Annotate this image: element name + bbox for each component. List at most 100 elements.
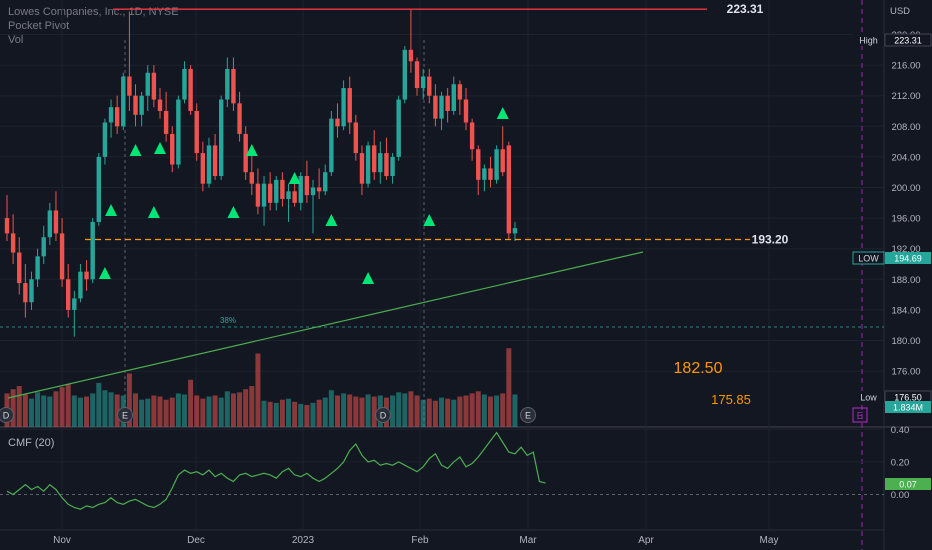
candle-body [280,179,285,199]
trendline [7,251,644,399]
candle-body [200,153,206,184]
event-badge [520,407,536,423]
volume-label: Vol [8,34,24,46]
candle-body [494,149,499,180]
volume-bar [292,401,298,427]
volume-bar [126,373,132,427]
pocket-pivot-triangle [105,204,118,216]
candle-body [433,95,438,119]
volume-bar [90,393,96,427]
pocket-pivot-triangle [362,272,375,284]
candle-body [353,122,359,154]
volume-bar [181,394,187,427]
level-price-label: 193.20 [752,233,789,247]
candle-body [316,187,322,192]
candle-body [439,95,444,119]
candle-body [274,179,279,203]
candle-body [182,68,187,100]
candle-body [219,99,224,177]
time-tick-label: Dec [187,535,205,546]
candle-body [451,84,456,111]
candle-body [188,68,193,111]
volume-bar [218,397,224,427]
candle-body [310,187,316,196]
volume-bar [328,390,334,427]
volume-bar [22,394,28,427]
candle-body [231,68,236,104]
cmf-axis-ticks: 0.40 0.20 0.00 [0,425,909,501]
volume-bar [96,382,102,427]
level-label: 182.50 [674,360,723,377]
volume-bar [310,402,316,427]
volume-bar [512,394,518,427]
price-badge-value: 194.69 [894,254,922,264]
candle-body [323,172,328,192]
event-badge-label: D [3,411,10,421]
volume-bar [65,383,71,427]
pocket-pivot-triangle [496,107,509,119]
candles [4,9,518,337]
event-badge [0,407,14,423]
event-badge [117,407,133,423]
price-badge-tag-bg [852,251,885,265]
candle-body [41,237,46,257]
candle-body [286,191,291,199]
volume-bar [237,392,243,427]
candle-body [365,145,371,184]
time-tick-label: Mar [519,535,537,546]
candle-body [463,99,469,123]
volume-bar [261,400,267,427]
candle-body [506,145,512,234]
pocket-pivot-triangle [423,214,436,226]
volume-bar [35,392,41,427]
volume-bar [200,398,206,427]
candle-body [206,145,212,184]
price-tick-label: 192.00 [891,244,920,255]
volume-bar [481,394,487,427]
volume-bar [347,394,353,427]
candle-body [151,72,157,100]
volume-bar [41,395,47,427]
volume-bar [316,399,322,427]
price-badge-bg [885,252,931,264]
event-badge-label: E [122,411,128,421]
volume-bar [396,392,402,427]
volume-bar [206,396,212,427]
volume-bar [71,395,77,427]
volume-bar [255,353,261,427]
candle-body [212,145,218,177]
candle-body [121,76,126,127]
candle-body [163,111,169,134]
volume-bar [10,389,16,427]
candle-body [29,279,34,303]
volume-bar [341,393,347,427]
candle-body [335,118,340,127]
pocket-pivot-triangle [227,206,240,218]
pocket-pivot-triangle [325,214,338,226]
candle-body [194,111,199,154]
price-tick-label: 188.00 [891,275,920,286]
price-tick-label: 200.00 [891,183,920,194]
price-badge-value: 176.50 [894,393,922,403]
volume-bars [4,348,518,427]
volume-bar [77,397,83,427]
volume-bar [334,395,340,427]
volume-bar [194,395,200,427]
candle-body [4,218,10,234]
candle-body [427,76,432,96]
volume-bar [322,397,328,427]
candle-body [384,153,389,177]
volume-bar [273,402,279,427]
time-tick-label: May [760,535,779,546]
volume-bar [445,398,451,427]
cmf-title: CMF (20) [8,437,54,449]
volume-bar [145,398,151,427]
volume-bar [457,396,463,427]
volume-bar [439,397,445,427]
volume-bar [469,393,475,427]
candle-body [420,76,426,89]
volume-bar [133,393,139,427]
volume-bar [16,386,22,427]
volume-bar [451,399,457,427]
